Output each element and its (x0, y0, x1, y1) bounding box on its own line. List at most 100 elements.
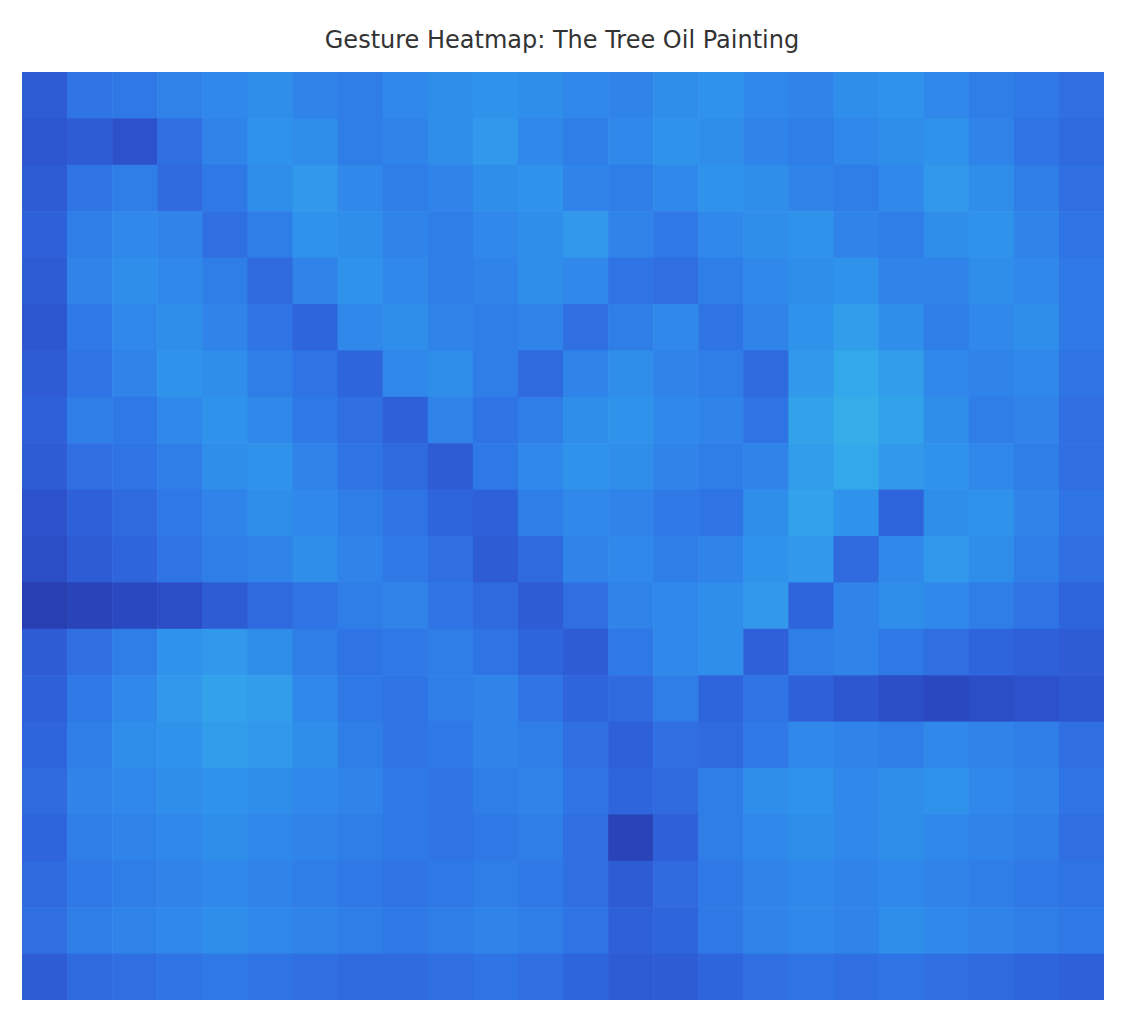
heatmap-cell (698, 814, 744, 861)
heatmap-cell (1014, 954, 1060, 1000)
heatmap-cell (1059, 350, 1104, 397)
heatmap-cell (338, 350, 384, 397)
heatmap-cell (879, 165, 925, 212)
heatmap-cell (924, 954, 970, 1000)
heatmap-cell (157, 675, 203, 722)
heatmap-cell (428, 211, 474, 258)
heatmap-cell (1014, 211, 1060, 258)
heatmap-cell (969, 397, 1015, 444)
heatmap-cell (428, 536, 474, 583)
heatmap-cell (698, 350, 744, 397)
heatmap-cell (518, 954, 564, 1000)
heatmap-cell (383, 211, 429, 258)
heatmap-cell (383, 350, 429, 397)
heatmap-cell (112, 861, 158, 908)
heatmap-cell (293, 397, 339, 444)
heatmap-cell (563, 954, 609, 1000)
heatmap-cell (834, 165, 880, 212)
heatmap-cell (157, 629, 203, 676)
heatmap-cell (653, 629, 699, 676)
heatmap-cell (1059, 629, 1104, 676)
heatmap-cell (1014, 304, 1060, 351)
heatmap-cell (67, 490, 113, 537)
heatmap-cell (608, 397, 654, 444)
heatmap-cell (969, 490, 1015, 537)
heatmap-cell (1059, 536, 1104, 583)
heatmap-cell (788, 768, 834, 815)
heatmap-cell (202, 443, 248, 490)
heatmap-cell (743, 814, 789, 861)
heatmap-cell (293, 954, 339, 1000)
heatmap-cell (473, 861, 519, 908)
heatmap-cell (518, 861, 564, 908)
heatmap-cell (383, 907, 429, 954)
heatmap-cell (608, 768, 654, 815)
heatmap-cell (473, 722, 519, 769)
heatmap-cell (563, 536, 609, 583)
heatmap-cell (1059, 675, 1104, 722)
heatmap-cell (428, 118, 474, 165)
heatmap-cell (428, 258, 474, 305)
heatmap-cell (67, 304, 113, 351)
heatmap-cell (879, 675, 925, 722)
heatmap-cell (112, 397, 158, 444)
heatmap-cell (834, 304, 880, 351)
cells (22, 72, 1104, 1000)
heatmap-cell (924, 72, 970, 119)
heatmap-cell (428, 397, 474, 444)
heatmap-cell (788, 722, 834, 769)
heatmap-cell (67, 675, 113, 722)
heatmap-cell (698, 722, 744, 769)
heatmap-cell (157, 443, 203, 490)
heatmap-cell (473, 536, 519, 583)
heatmap-cell (1014, 907, 1060, 954)
heatmap-cell (293, 675, 339, 722)
heatmap-cell (653, 675, 699, 722)
heatmap-cell (383, 118, 429, 165)
heatmap-cell (653, 397, 699, 444)
heatmap-cell (338, 861, 384, 908)
heatmap-cell (743, 722, 789, 769)
heatmap-cell (112, 490, 158, 537)
heatmap-cell (518, 675, 564, 722)
heatmap-cell (22, 165, 68, 212)
heatmap-cell (1059, 907, 1104, 954)
heatmap-cell (698, 536, 744, 583)
heatmap-cell (924, 582, 970, 629)
heatmap-cell (473, 490, 519, 537)
heatmap-cell (743, 629, 789, 676)
heatmap-cell (157, 954, 203, 1000)
heatmap-cell (698, 72, 744, 119)
heatmap-cell (383, 258, 429, 305)
heatmap-cell (383, 954, 429, 1000)
heatmap-cell (1059, 490, 1104, 537)
heatmap-cell (1014, 443, 1060, 490)
heatmap-cell (518, 722, 564, 769)
heatmap-cell (698, 768, 744, 815)
heatmap-cell (428, 443, 474, 490)
heatmap-cell (247, 304, 293, 351)
heatmap-cell (969, 165, 1015, 212)
heatmap-cell (67, 72, 113, 119)
heatmap-cell (383, 582, 429, 629)
heatmap-cell (653, 582, 699, 629)
heatmap-cell (608, 722, 654, 769)
heatmap-cell (788, 954, 834, 1000)
heatmap-cell (157, 536, 203, 583)
heatmap-cell (879, 907, 925, 954)
heatmap-cell (338, 768, 384, 815)
heatmap-cell (22, 258, 68, 305)
heatmap-cell (112, 165, 158, 212)
heatmap-cell (338, 722, 384, 769)
heatmap-cell (969, 304, 1015, 351)
heatmap-cell (338, 814, 384, 861)
heatmap-cell (67, 907, 113, 954)
heatmap-cell (1014, 629, 1060, 676)
heatmap-cell (879, 258, 925, 305)
heatmap-cell (338, 907, 384, 954)
heatmap-cell (157, 907, 203, 954)
heatmap-cell (293, 582, 339, 629)
heatmap-cell (112, 304, 158, 351)
heatmap-cell (247, 814, 293, 861)
heatmap-cell (698, 907, 744, 954)
